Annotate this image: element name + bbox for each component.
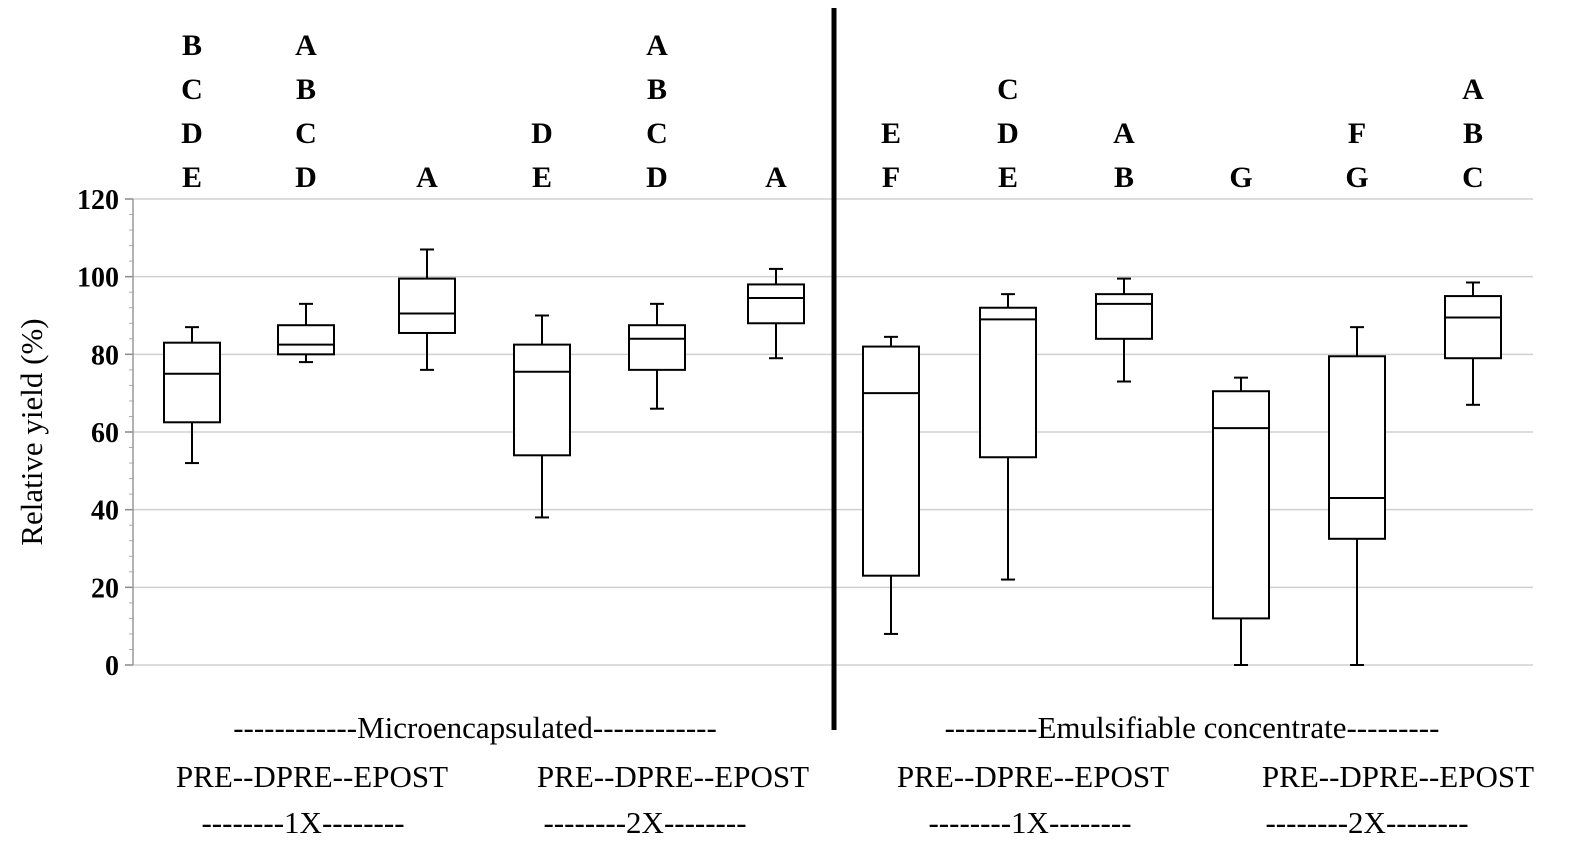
- iqr-box: [277, 324, 335, 356]
- significance-letter: D: [181, 117, 203, 150]
- significance-letter: G: [1345, 161, 1368, 194]
- timing-label-1: PRE--DPRE--EPOST: [176, 759, 448, 794]
- significance-letter: B: [1114, 161, 1134, 194]
- timing-label-3: PRE--DPRE--EPOST: [897, 759, 1169, 794]
- box-7: [862, 335, 920, 635]
- significance-letter: F: [1348, 117, 1366, 150]
- significance-letter: D: [531, 117, 553, 150]
- significance-letter: B: [296, 73, 316, 106]
- y-tick-label: 20: [91, 573, 119, 604]
- significance-letter: E: [881, 117, 901, 150]
- y-tick-label: 0: [105, 651, 119, 682]
- significance-letter: A: [765, 161, 787, 194]
- iqr-box: [513, 343, 571, 457]
- significance-letter: C: [295, 117, 317, 150]
- box-6: [747, 267, 805, 360]
- box-9: [1095, 277, 1153, 383]
- significance-letter: C: [1462, 161, 1484, 194]
- significance-letter: F: [882, 161, 900, 194]
- significance-letter: D: [997, 117, 1019, 150]
- box-10: [1212, 376, 1270, 666]
- significance-letter: B: [182, 29, 202, 62]
- iqr-box: [862, 345, 920, 577]
- y-tick-label: 40: [91, 496, 119, 527]
- significance-letter: C: [646, 117, 668, 150]
- iqr-box: [747, 283, 805, 325]
- rate-label-1: --------1X--------: [201, 805, 404, 840]
- significance-letter: B: [1463, 117, 1483, 150]
- y-tick-label: 100: [77, 263, 119, 294]
- iqr-box: [1328, 355, 1386, 540]
- rate-label-3: --------1X--------: [928, 805, 1131, 840]
- y-axis-label: Relative yield (%): [14, 318, 49, 545]
- y-tick-label: 120: [77, 185, 119, 216]
- iqr-box: [979, 306, 1037, 459]
- iqr-box: [1095, 293, 1153, 340]
- significance-letter: G: [1229, 161, 1252, 194]
- timing-label-2: PRE--DPRE--EPOST: [537, 759, 809, 794]
- significance-letter: A: [295, 29, 317, 62]
- significance-letter: B: [647, 73, 667, 106]
- group-label-emulsifiable-concentrate: ---------Emulsifiable concentrate-------…: [945, 710, 1440, 745]
- significance-letter: A: [1462, 73, 1484, 106]
- significance-letter: A: [646, 29, 668, 62]
- rate-label-2: --------2X--------: [543, 805, 746, 840]
- box-4: [513, 314, 571, 519]
- y-axis: 0 20 40 60 80 100 120: [77, 185, 134, 682]
- box-3: [398, 248, 456, 371]
- iqr-box: [1212, 390, 1270, 620]
- box-series: [163, 248, 1502, 666]
- iqr-box: [628, 324, 686, 371]
- box-5: [628, 302, 686, 410]
- significance-letter: C: [997, 73, 1019, 106]
- box-12: [1444, 281, 1502, 406]
- significance-letter: E: [532, 161, 552, 194]
- iqr-box: [398, 277, 456, 334]
- x-axis-labels: ------------Microencapsulated-----------…: [176, 710, 1534, 840]
- box-8: [979, 293, 1037, 581]
- box-1: [163, 326, 221, 465]
- iqr-box: [1444, 295, 1502, 360]
- significance-letter: E: [182, 161, 202, 194]
- box-2: [277, 302, 335, 364]
- significance-letter: D: [646, 161, 668, 194]
- box-11: [1328, 326, 1386, 666]
- significance-letter: A: [1113, 117, 1135, 150]
- timing-label-4: PRE--DPRE--EPOST: [1262, 759, 1534, 794]
- significance-letter: E: [998, 161, 1018, 194]
- y-tick-label: 60: [91, 418, 119, 449]
- y-tick-label: 80: [91, 340, 119, 371]
- rate-label-4: --------2X--------: [1265, 805, 1468, 840]
- significance-letter: D: [295, 161, 317, 194]
- significance-letter: A: [416, 161, 438, 194]
- iqr-box: [163, 341, 221, 424]
- significance-letter: C: [181, 73, 203, 106]
- group-label-microencapsulated: ------------Microencapsulated-----------…: [233, 710, 717, 745]
